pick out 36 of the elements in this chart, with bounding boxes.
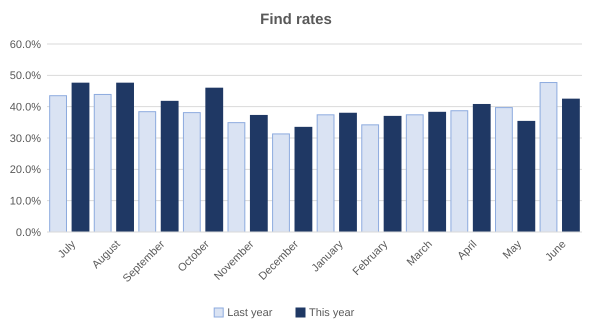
bar bbox=[384, 116, 402, 232]
bar bbox=[495, 107, 513, 232]
y-tick-label: 40.0% bbox=[10, 102, 42, 114]
bar bbox=[72, 82, 90, 232]
bar bbox=[562, 98, 580, 232]
bar bbox=[116, 82, 134, 232]
x-tick-label: July bbox=[56, 238, 78, 261]
bar bbox=[450, 110, 468, 232]
legend-label: This year bbox=[309, 307, 355, 319]
bar bbox=[94, 94, 112, 232]
bar bbox=[250, 114, 268, 232]
bar bbox=[361, 124, 380, 232]
y-tick-label: 60.0% bbox=[10, 38, 42, 51]
y-tick-label: 50.0% bbox=[10, 70, 42, 82]
bar bbox=[339, 112, 357, 232]
bar bbox=[294, 126, 312, 232]
bar bbox=[205, 88, 224, 232]
chart-title: Find rates bbox=[260, 11, 332, 28]
bar bbox=[472, 104, 491, 232]
legend-label: Last year bbox=[227, 307, 273, 319]
bar bbox=[316, 114, 334, 232]
bar bbox=[517, 120, 536, 232]
y-tick-label: 10.0% bbox=[10, 196, 42, 208]
y-tick-label: 0.0% bbox=[16, 226, 42, 239]
x-tick-label: May bbox=[500, 238, 524, 262]
bar bbox=[49, 95, 67, 232]
bar bbox=[272, 133, 290, 232]
y-tick-label: 20.0% bbox=[10, 164, 42, 176]
y-tick-label: 30.0% bbox=[10, 132, 42, 145]
bar bbox=[160, 100, 179, 232]
bar bbox=[406, 114, 424, 232]
bar bbox=[228, 122, 246, 232]
bar bbox=[428, 112, 446, 232]
bar bbox=[138, 111, 156, 232]
bar bbox=[540, 82, 558, 232]
bar bbox=[182, 112, 201, 232]
